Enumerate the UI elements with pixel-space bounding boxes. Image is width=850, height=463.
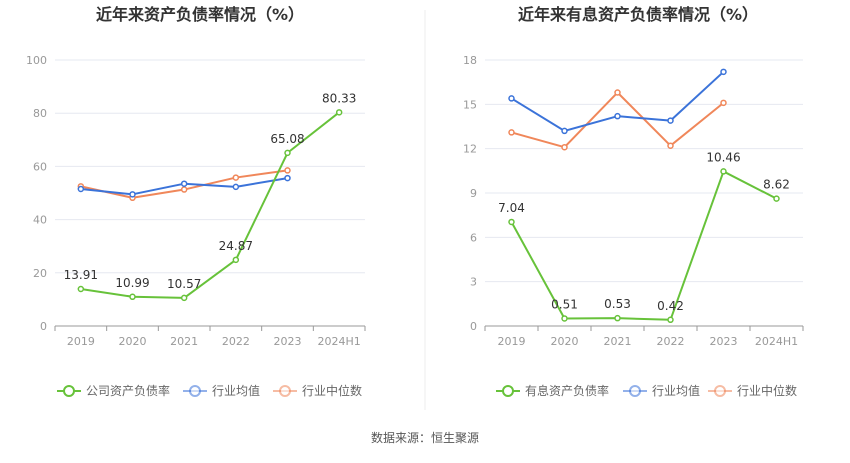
data-point (561, 143, 568, 151)
data-point (77, 185, 85, 193)
data-point (284, 174, 291, 182)
x-tick-label: 2022 (222, 335, 250, 348)
data-point (561, 315, 568, 322)
legend-marker (279, 385, 291, 397)
data-point (284, 149, 291, 157)
x-tick-label: 2024H1 (318, 335, 361, 348)
data-point (561, 127, 568, 135)
data-point (232, 174, 240, 181)
data-label: 65.08 (270, 132, 304, 146)
data-point (720, 99, 727, 107)
data-point (284, 167, 291, 174)
data-label: 80.33 (322, 91, 356, 105)
y-tick-label: 12 (463, 143, 477, 156)
data-point (335, 109, 343, 116)
y-tick-label: 40 (33, 214, 47, 227)
legend-item-1[interactable]: 有息资产负债率 (496, 383, 609, 398)
x-tick-label: 2019 (498, 335, 526, 348)
legend-label: 有息资产负债率 (525, 383, 609, 398)
y-tick-label: 0 (470, 320, 477, 333)
x-tick-label: 2021 (170, 335, 198, 348)
y-tick-label: 80 (33, 107, 47, 120)
legend-item-1[interactable]: 公司资产负债率 (57, 383, 170, 398)
legend-item-3[interactable]: 行业中位数 (708, 383, 797, 398)
data-point (667, 117, 674, 124)
legend-marker (629, 385, 641, 397)
x-tick-label: 2022 (657, 335, 685, 348)
y-tick-label: 6 (470, 231, 477, 244)
data-point (720, 68, 727, 76)
legend-marker (502, 385, 514, 397)
data-label: 0.51 (551, 297, 578, 311)
data-label: 0.42 (657, 299, 684, 313)
data-label: 10.46 (706, 150, 740, 164)
data-point (129, 293, 136, 301)
source-note: 数据来源：恒生聚源 (371, 430, 479, 445)
chart-panel-2: 近年来有息资产负债率情况（%） 0 3 6 9 12 15 18 2019 2020 2021 202… (463, 5, 804, 398)
x-tick-label: 2019 (67, 335, 95, 348)
data-point (667, 316, 674, 324)
data-point (508, 95, 515, 102)
x-tick-label: 2020 (551, 335, 579, 348)
chart-title: 近年来资产负债率情况（%） (96, 5, 304, 24)
data-point (508, 129, 515, 136)
data-point (180, 180, 188, 187)
chart-title: 近年来有息资产负债率情况（%） (518, 5, 758, 24)
data-point (129, 191, 136, 198)
data-point (232, 256, 240, 264)
y-tick-label: 3 (470, 276, 477, 289)
x-tick-label: 2024H1 (755, 335, 798, 348)
legend-marker (63, 385, 75, 397)
legend-item-2[interactable]: 行业均值 (623, 383, 700, 398)
data-point (508, 218, 515, 226)
legend-label: 行业中位数 (737, 383, 797, 398)
data-label: 8.62 (763, 178, 790, 192)
chart-panel-1: 近年来资产负债率情况（%） 0 20 40 60 80 100 2019 2020 2021 202… (26, 5, 366, 398)
y-tick-label: 60 (33, 160, 47, 173)
data-point (77, 285, 85, 293)
y-tick-label: 20 (33, 267, 47, 280)
legend-label: 公司资产负债率 (86, 383, 170, 398)
x-tick-label: 2023 (274, 335, 302, 348)
y-tick-label: 0 (40, 320, 47, 333)
data-point (614, 314, 621, 322)
legend-label: 行业中位数 (302, 383, 362, 398)
data-point (667, 142, 674, 149)
legend-label: 行业均值 (652, 383, 700, 398)
y-tick-label: 100 (26, 54, 47, 67)
data-point (614, 89, 621, 96)
data-point (773, 195, 780, 202)
data-point (180, 186, 188, 193)
legend-marker (714, 385, 726, 397)
legend-item-2[interactable]: 行业均值 (183, 383, 260, 398)
y-tick-label: 18 (463, 54, 477, 67)
legend-item-3[interactable]: 行业中位数 (273, 383, 362, 398)
series-line-2 (510, 71, 725, 132)
data-label: 7.04 (498, 201, 525, 215)
data-label: 10.99 (115, 276, 149, 290)
data-label: 10.57 (167, 277, 201, 291)
x-tick-label: 2021 (604, 335, 632, 348)
data-label: 0.53 (604, 297, 631, 311)
data-label: 13.91 (64, 268, 98, 282)
legend-marker (189, 385, 201, 397)
y-tick-label: 9 (470, 187, 477, 200)
data-label: 24.87 (219, 239, 253, 253)
x-tick-label: 2023 (710, 335, 738, 348)
data-point (180, 294, 188, 302)
data-point (232, 183, 240, 191)
x-tick-label: 2020 (119, 335, 147, 348)
data-point (614, 112, 621, 120)
data-point (720, 168, 727, 175)
series-line-1 (510, 170, 777, 321)
y-tick-label: 15 (463, 98, 477, 111)
legend-label: 行业均值 (212, 383, 260, 398)
series-line-1 (80, 111, 340, 299)
